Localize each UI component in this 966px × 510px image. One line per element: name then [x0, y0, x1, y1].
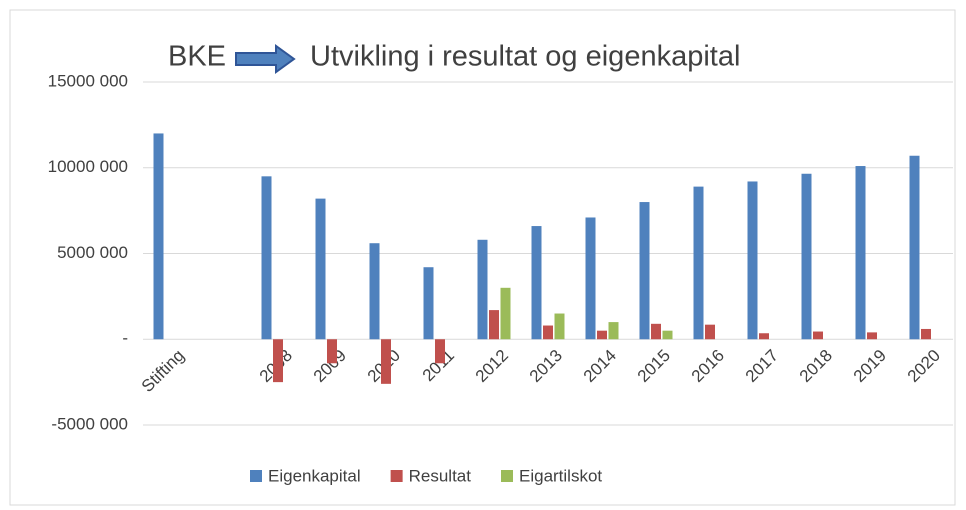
bar: [273, 339, 283, 383]
bar: [909, 155, 920, 340]
legend-label: Resultat: [409, 466, 472, 485]
bar: [543, 325, 553, 340]
y-tick-label: -5000 000: [51, 414, 128, 433]
bar: [662, 330, 673, 340]
legend-label: Eigenkapital: [268, 466, 361, 485]
bar: [327, 339, 337, 364]
bar: [747, 181, 758, 340]
bar: [477, 239, 488, 340]
legend-label: Eigartilskot: [519, 466, 602, 485]
y-tick-label: -: [122, 329, 128, 348]
legend-swatch: [390, 470, 403, 482]
bar: [705, 324, 715, 340]
bar: [813, 331, 823, 340]
bar: [261, 176, 272, 340]
bar: [315, 198, 326, 340]
bar: [500, 287, 511, 340]
y-tick-label: 10000 000: [48, 157, 128, 176]
bar: [381, 339, 391, 384]
title-prefix: BKE: [168, 41, 226, 73]
bar: [693, 186, 704, 340]
bar: [369, 243, 380, 340]
y-tick-label: 15000 000: [48, 71, 128, 90]
title-arrow: [235, 44, 296, 74]
bar: [423, 267, 434, 340]
bar: [554, 313, 565, 340]
bar: [435, 339, 445, 364]
bar: [531, 226, 542, 340]
bar: [759, 333, 769, 340]
bar: [651, 323, 661, 340]
chart-title: Utvikling i resultat og eigenkapital: [310, 41, 740, 73]
y-tick-label: 5000 000: [57, 243, 128, 262]
legend-swatch: [501, 470, 513, 482]
legend-swatch: [250, 470, 262, 482]
bar: [597, 330, 607, 340]
bar: [855, 166, 866, 340]
bar: [608, 322, 619, 340]
bar: [921, 328, 931, 340]
bar: [585, 217, 596, 340]
bar: [867, 332, 877, 340]
bar: [153, 133, 164, 340]
bar: [489, 310, 499, 340]
bar: [639, 202, 650, 340]
bar: [801, 173, 812, 340]
